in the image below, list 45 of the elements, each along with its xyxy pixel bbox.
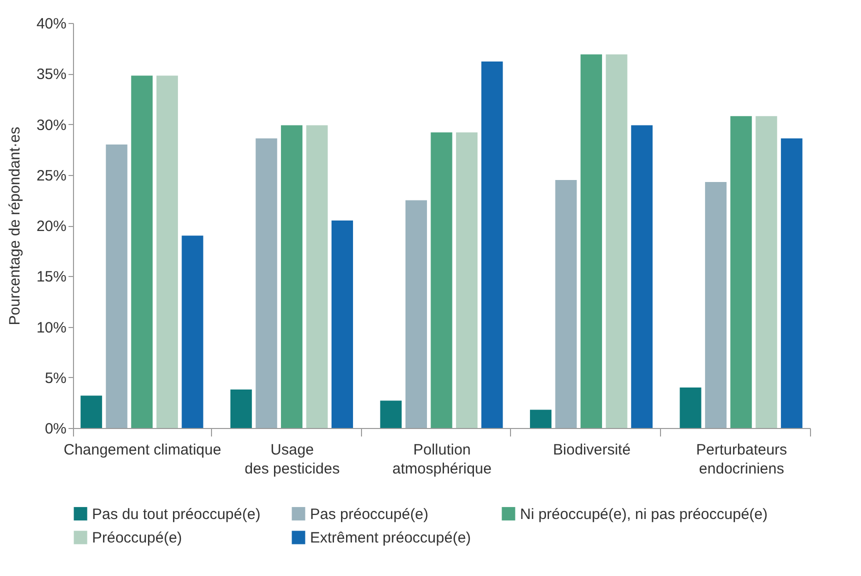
bar <box>555 180 577 428</box>
bar <box>182 236 204 428</box>
y-tick-label: 35% <box>36 66 66 84</box>
y-tick-label: 25% <box>36 167 66 184</box>
y-tick-label: 10% <box>36 319 66 336</box>
y-tick-label: 30% <box>36 116 66 134</box>
legend-label: Ni préoccupé(e), ni pas préoccupé(e) <box>520 506 768 523</box>
legend-label: Préoccupé(e) <box>92 530 182 546</box>
bar <box>481 61 503 428</box>
bar <box>580 54 602 428</box>
bar <box>456 132 478 428</box>
bar <box>156 76 178 428</box>
x-tick-label: Usage des pesticides <box>244 442 340 478</box>
legend-label: Pas préoccupé(e) <box>310 506 428 523</box>
y-tick-label: 15% <box>36 268 66 286</box>
bar <box>705 182 727 428</box>
bar <box>80 396 102 428</box>
bar <box>256 138 278 428</box>
bar <box>306 125 328 428</box>
bar <box>280 125 302 428</box>
bar <box>430 132 452 428</box>
legend-label: Extrêment préoccupé(e) <box>310 530 471 546</box>
bar <box>631 125 653 428</box>
y-tick-label: 40% <box>36 16 66 32</box>
bar <box>680 388 702 428</box>
bar <box>106 144 128 428</box>
bar <box>380 400 402 428</box>
bar <box>530 410 552 428</box>
bar <box>730 116 752 428</box>
y-tick-label: 5% <box>44 370 66 387</box>
bar <box>332 220 354 428</box>
x-tick-label: Biodiversité <box>553 442 631 458</box>
y-axis-title: Pourcentage de répondant·es <box>6 126 24 326</box>
bar <box>405 200 427 428</box>
y-tick-label: 20% <box>36 218 66 235</box>
bar <box>230 390 252 428</box>
legend-label: Pas du tout préoccupé(e) <box>92 506 260 523</box>
x-tick-label: Perturbateurs endocriniens <box>696 442 788 478</box>
bar <box>756 116 778 428</box>
x-tick-label: Pollution atmosphérique <box>392 442 492 478</box>
bar <box>131 76 153 428</box>
y-tick-label: 0% <box>44 420 66 438</box>
bar <box>606 54 628 428</box>
bar <box>780 138 802 428</box>
x-tick-label: Changement climatique <box>64 442 222 458</box>
